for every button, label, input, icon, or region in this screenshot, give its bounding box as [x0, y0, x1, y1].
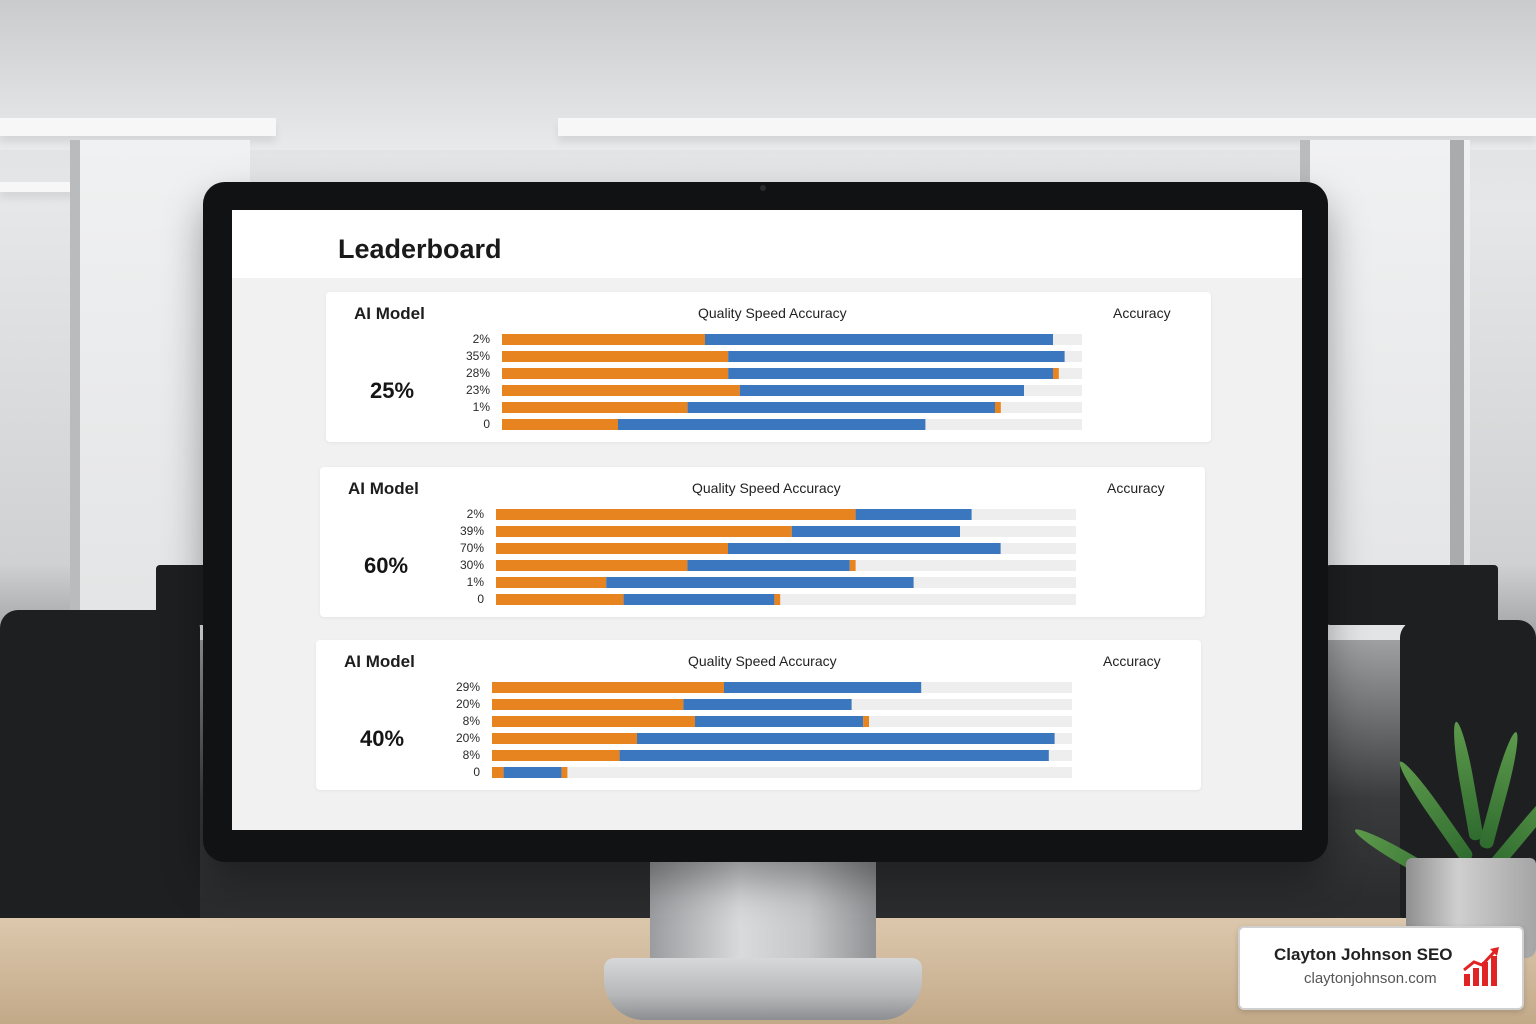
bar-accuracy [774, 594, 781, 605]
tick-label: 1% [467, 575, 485, 589]
bar-speed [637, 733, 1055, 744]
tick-label: 2% [467, 507, 485, 521]
bar-quality [502, 351, 729, 362]
panel-label: AI Model [354, 304, 425, 323]
bar-speed [728, 543, 1001, 554]
bar-speed [728, 351, 1065, 362]
monitor-screen: Leaderboard AI Model Quality Speed Accur… [232, 210, 1302, 830]
tick-label: 70% [460, 541, 484, 555]
office-desk-monitor [1326, 565, 1498, 625]
tick-label: 35% [466, 349, 490, 363]
bar-chart: 2% 39% 70% 30% 1% 0 [460, 507, 1076, 606]
bar-speed [623, 594, 775, 605]
bar-speed [724, 682, 922, 693]
brand-url: claytonjohnson.com [1304, 970, 1437, 987]
tick-label: 20% [456, 697, 480, 711]
bar-quality [502, 368, 729, 379]
bar-track [492, 767, 1072, 778]
tick-label: 20% [456, 731, 480, 745]
ceiling-light [0, 118, 276, 136]
bar-accuracy [995, 402, 1001, 413]
bar-speed [739, 385, 1024, 396]
bar-speed [791, 526, 960, 537]
tick-label: 30% [460, 558, 484, 572]
model-percent: 40% [360, 726, 405, 751]
bar-speed [855, 509, 972, 520]
bar-accuracy [863, 716, 869, 727]
window-mullion [1450, 140, 1464, 660]
bar-speed [503, 767, 562, 778]
bar-quality [492, 750, 620, 761]
tick-label: 0 [483, 417, 490, 431]
monitor-stand [650, 845, 876, 970]
accuracy-label: Accuracy [1113, 305, 1171, 321]
tick-label: 0 [477, 592, 484, 606]
bar-chart: 29% 20% 8% 20% 8% 0 [456, 680, 1072, 779]
bar-quality [502, 385, 740, 396]
bar-speed [705, 334, 1053, 345]
bar-speed [618, 419, 926, 430]
bar-quality [492, 699, 684, 710]
model-percent: 25% [370, 378, 415, 403]
bar-quality [492, 733, 637, 744]
bar-speed [687, 402, 995, 413]
bar-quality [496, 543, 728, 554]
brand-card[interactable]: Clayton Johnson SEO claytonjohnson.com [1238, 926, 1524, 1010]
leaderboard-panel: AI Model Quality Speed Accuracy Accuracy… [316, 640, 1201, 790]
bar-quality [496, 526, 792, 537]
office-chair [0, 610, 200, 930]
panel-label: AI Model [344, 652, 415, 671]
bar-quality [492, 767, 504, 778]
monitor-camera [760, 185, 766, 191]
bar-speed [619, 750, 1049, 761]
screen-header: Leaderboard [232, 210, 1302, 278]
bar-accuracy [849, 560, 856, 571]
bar-quality [492, 682, 724, 693]
bar-accuracy [1053, 368, 1059, 379]
bar-quality [502, 402, 688, 413]
bar-track [496, 594, 1076, 605]
ceiling-light [558, 118, 1536, 136]
accuracy-label: Accuracy [1107, 480, 1165, 496]
leaderboard-panel: AI Model Quality Speed Accuracy Accuracy… [320, 467, 1205, 617]
accuracy-label: Accuracy [1103, 653, 1161, 669]
page-title: Leaderboard [338, 234, 502, 264]
tick-label: 8% [463, 748, 481, 762]
tick-label: 8% [463, 714, 481, 728]
chart-legend: Quality Speed Accuracy [698, 305, 847, 321]
tick-label: 23% [466, 383, 490, 397]
bar-quality [496, 594, 624, 605]
chart-legend: Quality Speed Accuracy [688, 653, 837, 669]
bar-quality [496, 509, 856, 520]
brand-name: Clayton Johnson SEO [1274, 945, 1453, 964]
growth-chart-icon [1463, 947, 1499, 986]
bar-speed [606, 577, 914, 588]
bar-speed [687, 560, 850, 571]
panel-label: AI Model [348, 479, 419, 498]
bar-chart: 2% 35% 28% 23% 1% 0 [466, 332, 1082, 431]
bar-quality [496, 577, 607, 588]
bar-speed [683, 699, 852, 710]
tick-label: 2% [473, 332, 491, 346]
bar-quality [502, 334, 705, 345]
tick-label: 39% [460, 524, 484, 538]
tick-label: 0 [473, 765, 480, 779]
leaderboard-panel: AI Model Quality Speed Accuracy Accuracy… [326, 292, 1211, 442]
bar-speed [695, 716, 864, 727]
bar-speed [728, 368, 1053, 379]
bar-quality [492, 716, 695, 727]
bar-quality [502, 419, 618, 430]
monitor-stand-base [604, 958, 922, 1020]
model-percent: 60% [364, 553, 409, 578]
tick-label: 28% [466, 366, 490, 380]
tick-label: 29% [456, 680, 480, 694]
bar-accuracy [561, 767, 568, 778]
tick-label: 1% [473, 400, 491, 414]
bar-quality [496, 560, 688, 571]
chart-legend: Quality Speed Accuracy [692, 480, 841, 496]
